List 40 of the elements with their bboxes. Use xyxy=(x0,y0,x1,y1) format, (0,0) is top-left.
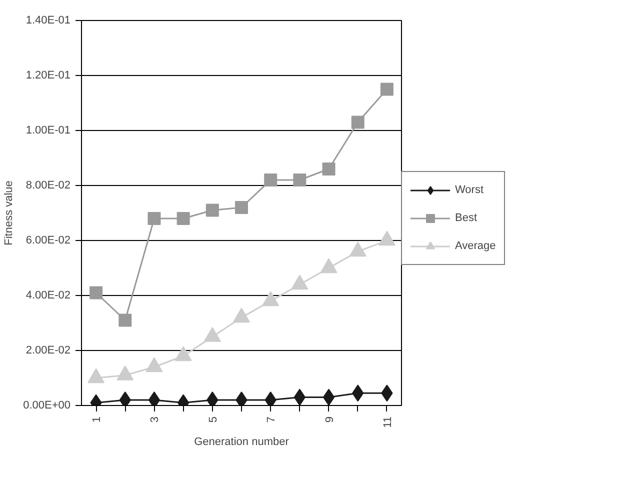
y-tick-label: 0.00E+00 xyxy=(23,400,70,412)
point xyxy=(264,174,278,186)
point xyxy=(322,162,336,176)
point xyxy=(380,82,394,96)
x-tick-label: 5 xyxy=(207,416,220,423)
point xyxy=(293,174,306,186)
point xyxy=(116,366,134,380)
point xyxy=(146,357,163,372)
x-tick-label: 1 xyxy=(91,416,104,423)
point xyxy=(206,204,219,217)
legend-label: Worst xyxy=(455,184,484,196)
point xyxy=(176,212,190,225)
x-tick-label: 9 xyxy=(324,416,336,423)
point xyxy=(235,201,248,214)
x-tick-label: 7 xyxy=(266,416,278,423)
point xyxy=(349,242,366,257)
x-tick-label: 11 xyxy=(382,416,394,428)
y-axis-title: Fitness value xyxy=(3,180,16,246)
point xyxy=(291,274,308,290)
point xyxy=(378,230,396,246)
point xyxy=(204,327,221,342)
x-tick-label: 3 xyxy=(149,416,162,423)
point xyxy=(148,212,161,225)
y-tick-label: 6.00E-02 xyxy=(26,234,71,246)
point xyxy=(320,258,338,274)
y-tick-label: 1.20E-01 xyxy=(26,70,71,82)
legend-label: Average xyxy=(455,240,496,252)
x-axis-title: Generation number xyxy=(194,436,290,448)
y-tick-label: 1.40E-01 xyxy=(26,14,71,26)
y-tick-label: 1.00E-01 xyxy=(26,124,71,136)
point xyxy=(90,286,103,300)
point xyxy=(262,291,280,306)
y-tick-label: 2.00E-02 xyxy=(26,344,71,356)
point xyxy=(351,116,364,129)
point xyxy=(88,368,105,384)
legend-label: Best xyxy=(455,212,478,224)
y-tick-label: 4.00E-02 xyxy=(26,290,71,302)
point xyxy=(233,308,250,323)
point xyxy=(174,346,192,362)
y-tick-label: 8.00E-02 xyxy=(26,180,71,192)
